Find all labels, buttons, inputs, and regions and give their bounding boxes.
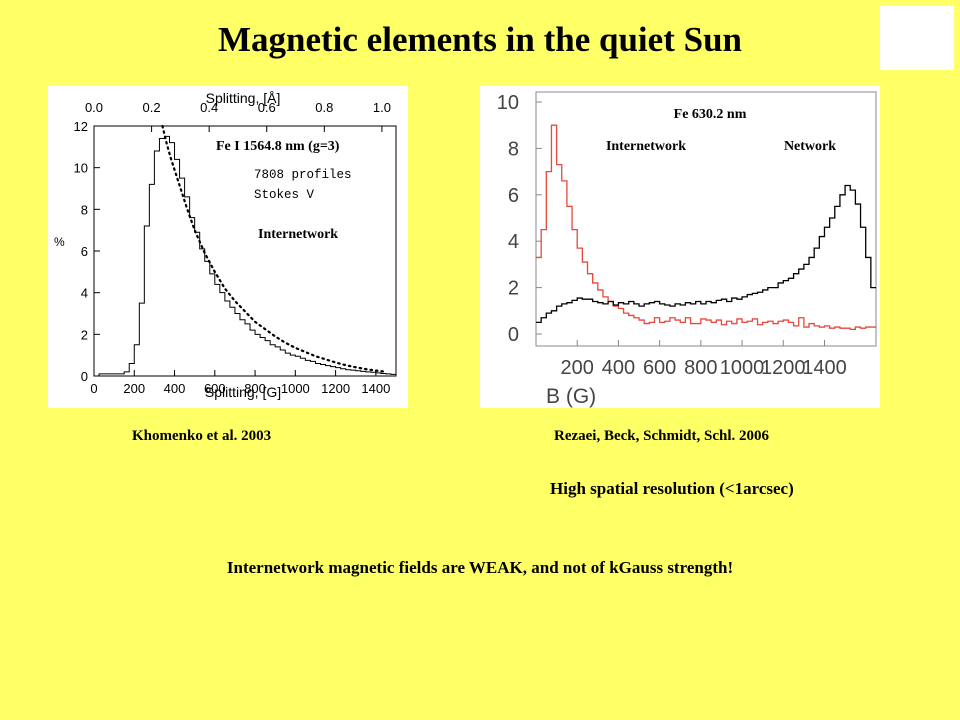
internetwork-label: Internetwork (606, 139, 686, 154)
top-tick-label: 0.0 (85, 100, 103, 115)
x-tick-label: 400 (602, 357, 635, 379)
top-tick-label: 0.6 (258, 100, 276, 115)
y-tick-label: 12 (74, 119, 88, 134)
y-tick-label: 8 (508, 138, 519, 160)
reference-right: Rezaei, Beck, Schmidt, Schl. 2006 (554, 428, 769, 444)
fit-curve-series (161, 124, 388, 373)
x-axis-label: Splitting, [G] (205, 384, 281, 400)
chart-title: Fe 630.2 nm (674, 107, 747, 122)
x-tick-label: 800 (244, 381, 266, 396)
x-tick-label: 1200 (761, 357, 806, 379)
network-label: Network (784, 139, 836, 154)
top-tick-label: 1.0 (373, 100, 391, 115)
resolution-note: High spatial resolution (<1arcsec) (550, 479, 794, 498)
x-tick-label: 400 (164, 381, 186, 396)
x-tick-label: 1400 (802, 357, 847, 379)
x-tick-label: 200 (561, 357, 594, 379)
x-axis-label: B (G) (546, 385, 596, 408)
stokes-label: Stokes V (254, 188, 315, 202)
y-tick-label: 8 (81, 202, 88, 217)
x-tick-label: 800 (684, 357, 717, 379)
x-tick-label: 600 (643, 357, 676, 379)
y-tick-label: 2 (81, 327, 88, 342)
x-tick-label: 1000 (720, 357, 765, 379)
reference-left: Khomenko et al. 2003 (132, 428, 272, 444)
y-tick-label: 6 (508, 185, 519, 207)
profiles-label: 7808 profiles (254, 168, 352, 182)
top-tick-label: 0.2 (143, 100, 161, 115)
right-figure-panel: 0 2 4 6 8 10 200 400 600 800 1000 1200 1400 Fe 630.2… (480, 86, 880, 408)
top-tick-label: 0.4 (200, 100, 218, 115)
y-tick-label: 0 (81, 369, 88, 384)
x-tick-label: 200 (123, 381, 145, 396)
y-tick-label: 4 (508, 231, 519, 253)
histogram-series (94, 135, 396, 377)
slide-title: Magnetic elements in the quiet Sun (217, 20, 742, 59)
y-tick-label: 0 (508, 324, 519, 346)
x-tick-label: 1200 (321, 381, 350, 396)
y-tick-label: 2 (508, 278, 519, 300)
conclusion-text: Internetwork magnetic fields are WEAK, a… (226, 558, 734, 577)
region-label: Internetwork (258, 227, 338, 242)
y-tick-label: 10 (497, 92, 519, 114)
y-tick-label: 10 (74, 161, 88, 176)
x-tick-label: 0 (90, 381, 97, 396)
internetwork-series (536, 124, 876, 331)
left-figure-panel: 0.0 0.2 0.4 0.6 0.8 1.0 0 200 400 600 800 1000 1200… (48, 86, 408, 408)
y-tick-label: 6 (81, 244, 88, 259)
top-tick-label: 0.8 (315, 100, 333, 115)
left-chart: 0.0 0.2 0.4 0.6 0.8 1.0 0 200 400 600 800 1000 1200… (54, 90, 397, 400)
y-axis-label: % (54, 235, 65, 249)
corner-box (880, 6, 954, 70)
network-series (536, 184, 876, 324)
x-tick-label: 1000 (281, 381, 310, 396)
y-tick-label: 4 (81, 286, 88, 301)
x-tick-label: 1400 (361, 381, 390, 396)
spectral-line-label: Fe I 1564.8 nm (g=3) (216, 139, 340, 154)
x-tick-label: 600 (204, 381, 226, 396)
top-axis-label: Splitting, [Å] (206, 90, 281, 106)
